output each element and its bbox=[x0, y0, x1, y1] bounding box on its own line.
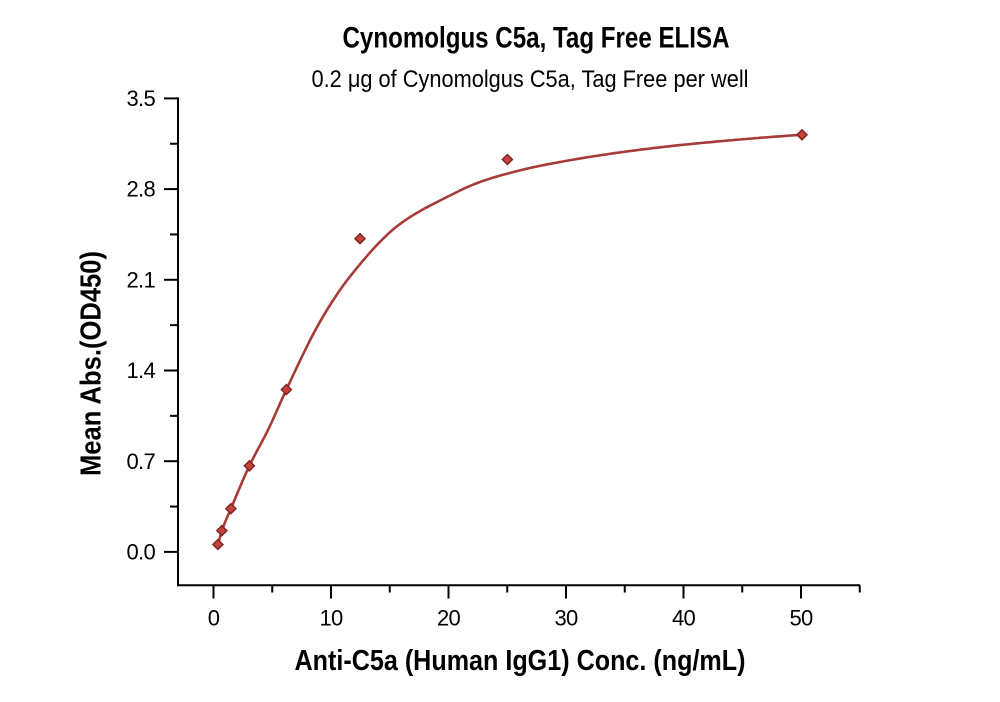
svg-text:20: 20 bbox=[437, 606, 461, 631]
svg-text:30: 30 bbox=[554, 606, 578, 631]
svg-text:Anti-C5a (Human IgG1) Conc. (n: Anti-C5a (Human IgG1) Conc. (ng/mL) bbox=[295, 645, 746, 677]
svg-text:Cynomolgus C5a, Tag Free ELISA: Cynomolgus C5a, Tag Free ELISA bbox=[343, 22, 730, 55]
svg-text:50: 50 bbox=[789, 606, 813, 631]
svg-text:40: 40 bbox=[672, 606, 696, 631]
svg-text:0: 0 bbox=[208, 606, 220, 631]
svg-text:10: 10 bbox=[319, 606, 343, 631]
svg-text:2.8: 2.8 bbox=[127, 177, 156, 202]
svg-text:2.1: 2.1 bbox=[127, 267, 156, 292]
svg-text:Mean Abs.(OD450): Mean Abs.(OD450) bbox=[76, 251, 108, 476]
svg-text:0.0: 0.0 bbox=[127, 540, 156, 565]
svg-text:3.5: 3.5 bbox=[127, 86, 156, 111]
svg-text:0.2 μg of Cynomolgus C5a, Tag: 0.2 μg of Cynomolgus C5a, Tag Free per w… bbox=[312, 66, 749, 93]
svg-text:1.4: 1.4 bbox=[127, 358, 156, 383]
svg-text:0.7: 0.7 bbox=[127, 449, 156, 474]
